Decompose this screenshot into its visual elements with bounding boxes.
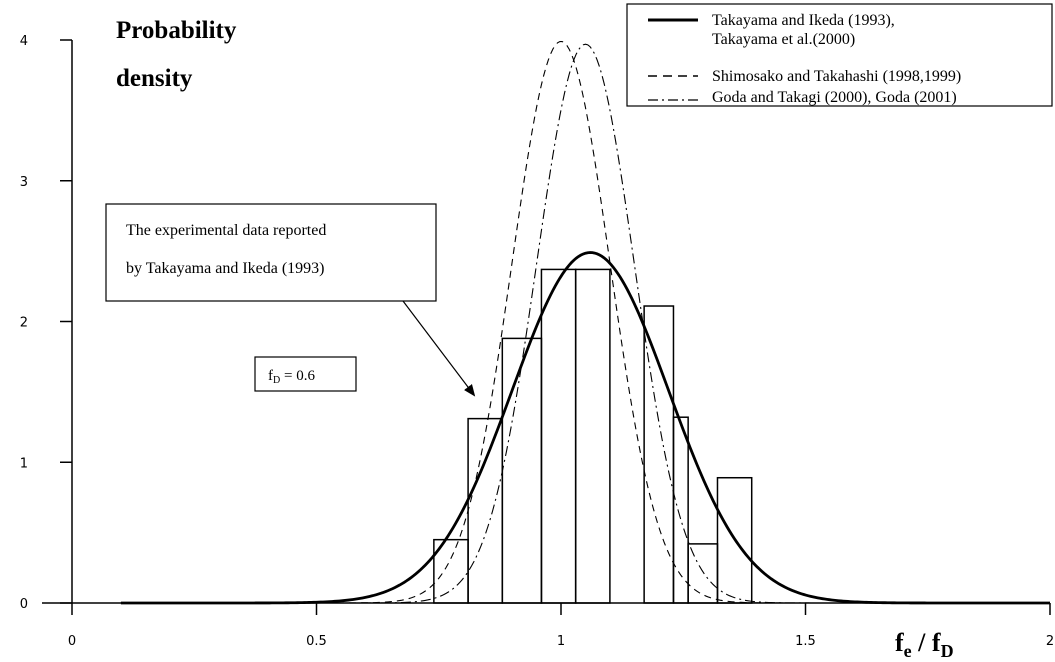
legend-label-1a: Takayama and Ikeda (1993), <box>712 12 895 29</box>
x-tick-label-0.5: 0.5 <box>306 634 327 649</box>
callout-box <box>105 203 437 302</box>
y-tick-label-0: 0 <box>20 597 28 612</box>
x-tick-label-1.5: 1.5 <box>795 634 816 649</box>
x-axis-label: fe / fD <box>895 628 954 661</box>
y-tick-label-2: 2 <box>20 316 28 331</box>
callout-line2: by Takayama and Ikeda (1993) <box>126 260 325 277</box>
density-curve-solid <box>120 251 1050 605</box>
density-curves <box>120 40 1050 605</box>
x-tick-label-0: 0 <box>68 634 76 649</box>
legend-label-1b: Takayama et al.(2000) <box>712 31 855 48</box>
callout-line1: The experimental data reported <box>126 222 326 239</box>
x-tick-label-2: 2 <box>1046 634 1054 649</box>
x-axis-label-sub1: e <box>904 641 912 661</box>
density-curve-dashed <box>120 40 1050 604</box>
x-ticks: 0 0.5 1 1.5 2 <box>68 603 1054 649</box>
histogram-bar-7 <box>672 416 689 604</box>
histogram-bar-6 <box>643 305 675 604</box>
y-tick-label-1: 1 <box>20 456 28 471</box>
density-curve-dashdot <box>120 43 1050 604</box>
callout: The experimental data reported by Takaya… <box>105 203 476 397</box>
x-axis-label-sub2: D <box>941 641 954 661</box>
axes <box>42 40 1050 604</box>
param-box-frame <box>254 356 357 392</box>
legend: Takayama and Ikeda (1993), Takayama et a… <box>626 3 1053 107</box>
histogram-bar-5 <box>574 268 611 604</box>
histogram <box>433 268 753 604</box>
y-axis-label-line1: Probability <box>116 17 237 44</box>
y-ticks: 0 1 2 3 4 <box>20 34 72 612</box>
legend-label-3: Goda and Takagi (2000), Goda (2001) <box>712 89 957 106</box>
y-tick-label-4: 4 <box>20 34 28 49</box>
histogram-bar-4 <box>540 268 577 604</box>
callout-arrow <box>402 300 476 397</box>
histogram-bar-9 <box>716 476 753 604</box>
histogram-bar-2 <box>467 417 504 604</box>
param-label: fD = 0.6 <box>268 368 315 386</box>
histogram-bar-3 <box>501 337 543 604</box>
x-tick-label-1: 1 <box>557 634 565 649</box>
param-box: fD = 0.6 <box>254 356 357 392</box>
y-axis-label-line2: density <box>116 65 193 92</box>
legend-label-2: Shimosako and Takahashi (1998,1999) <box>712 68 961 85</box>
y-tick-label-3: 3 <box>20 175 28 190</box>
